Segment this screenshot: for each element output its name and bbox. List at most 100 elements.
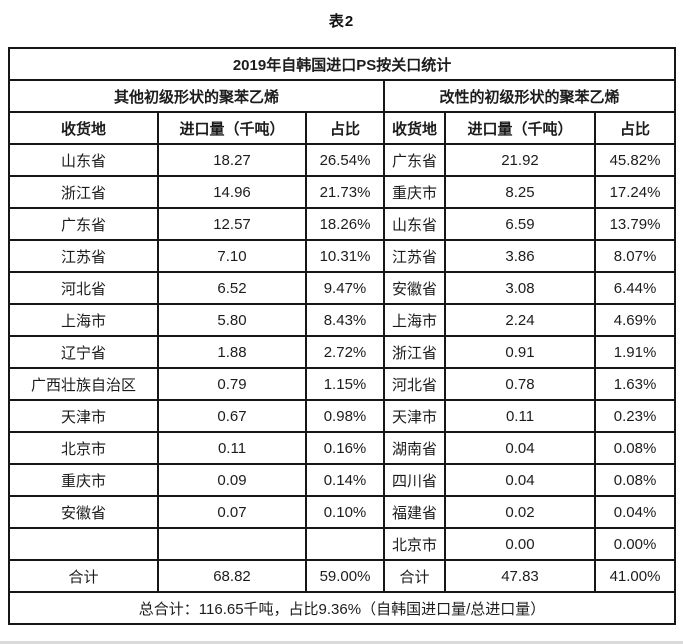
left-share-cell: 18.26% <box>305 207 385 241</box>
right-destination-header: 收货地 <box>383 111 446 145</box>
right-destination-cell: 北京市 <box>383 527 446 561</box>
left-volume-cell: 0.79 <box>157 367 307 401</box>
left-destination-cell <box>8 527 159 561</box>
table-row: 江苏省 7.10 10.31% 江苏省 3.86 8.07% <box>8 239 677 273</box>
left-destination-cell: 浙江省 <box>8 175 159 209</box>
right-destination-cell: 天津市 <box>383 399 446 433</box>
left-volume-cell: 0.07 <box>157 495 307 529</box>
table-row: 广东省 12.57 18.26% 山东省 6.59 13.79% <box>8 207 677 241</box>
right-share-cell: 0.04% <box>593 495 677 529</box>
right-share-cell: 4.69% <box>593 303 677 337</box>
left-volume-cell <box>157 527 307 561</box>
column-header-row: 收货地 进口量（千吨） 占比 收货地 进口量（千吨） 占比 <box>8 111 677 145</box>
left-destination-cell: 广东省 <box>8 207 159 241</box>
right-destination-cell: 上海市 <box>383 303 446 337</box>
table-row: 上海市 5.80 8.43% 上海市 2.24 4.69% <box>8 303 677 337</box>
right-volume-cell: 6.59 <box>444 207 596 241</box>
right-volume-cell: 2.24 <box>444 303 596 337</box>
left-share-cell: 0.16% <box>305 431 385 465</box>
right-share-cell: 0.08% <box>593 431 677 465</box>
group-header-right: 改性的初级形状的聚苯乙烯 <box>382 79 677 113</box>
left-share-cell: 8.43% <box>305 303 385 337</box>
table-row: 天津市 0.67 0.98% 天津市 0.11 0.23% <box>8 399 677 433</box>
left-volume-cell: 0.67 <box>157 399 307 433</box>
right-destination-cell: 河北省 <box>383 367 446 401</box>
left-volume-cell: 12.57 <box>157 207 307 241</box>
right-volume-cell: 0.91 <box>444 335 596 369</box>
grand-total-row: 总合计：116.65千吨，占比9.36%（自韩国进口量/总进口量） <box>7 591 677 625</box>
right-share-cell: 1.63% <box>593 367 677 401</box>
right-share-header: 占比 <box>593 111 677 145</box>
table-row: 山东省 18.27 26.54% 广东省 21.92 45.82% <box>8 143 677 177</box>
bottom-edge-strip <box>0 641 683 644</box>
table-row: 北京市 0.00 0.00% <box>8 527 677 561</box>
left-share-cell: 2.72% <box>305 335 385 369</box>
right-share-cell: 1.91% <box>593 335 677 369</box>
ps-import-stats-table: 2019年自韩国进口PS按关口统计 其他初级形状的聚苯乙烯 改性的初级形状的聚苯… <box>7 47 677 625</box>
right-volume-cell: 0.78 <box>444 367 596 401</box>
left-destination-cell: 天津市 <box>8 399 159 433</box>
left-destination-cell: 重庆市 <box>8 463 159 497</box>
left-destination-cell: 辽宁省 <box>8 335 159 369</box>
right-destination-cell: 合计 <box>383 559 446 593</box>
left-volume-cell: 7.10 <box>157 239 307 273</box>
table-title-row: 2019年自韩国进口PS按关口统计 <box>7 47 677 81</box>
left-share-cell <box>305 527 385 561</box>
right-destination-cell: 四川省 <box>383 463 446 497</box>
right-volume-cell: 0.11 <box>444 399 596 433</box>
left-share-cell: 26.54% <box>305 143 385 177</box>
right-share-cell: 0.08% <box>593 463 677 497</box>
left-destination-header: 收货地 <box>8 111 159 145</box>
left-share-header: 占比 <box>305 111 385 145</box>
left-share-cell: 0.14% <box>305 463 385 497</box>
table-body: 2019年自韩国进口PS按关口统计 其他初级形状的聚苯乙烯 改性的初级形状的聚苯… <box>7 47 677 593</box>
table-row: 浙江省 14.96 21.73% 重庆市 8.25 17.24% <box>8 175 677 209</box>
left-volume-cell: 6.52 <box>157 271 307 305</box>
right-volume-cell: 8.25 <box>444 175 596 209</box>
left-volume-header: 进口量（千吨） <box>157 111 307 145</box>
right-destination-cell: 浙江省 <box>383 335 446 369</box>
right-volume-cell: 47.83 <box>444 559 596 593</box>
left-destination-cell: 江苏省 <box>8 239 159 273</box>
right-destination-cell: 安徽省 <box>383 271 446 305</box>
right-volume-cell: 0.04 <box>444 463 596 497</box>
left-volume-cell: 0.11 <box>157 431 307 465</box>
right-destination-cell: 湖南省 <box>383 431 446 465</box>
right-share-cell: 41.00% <box>593 559 677 593</box>
left-share-cell: 21.73% <box>305 175 385 209</box>
right-share-cell: 17.24% <box>593 175 677 209</box>
grand-total-text: 总合计：116.65千吨，占比9.36%（自韩国进口量/总进口量） <box>7 591 677 625</box>
left-destination-cell: 广西壮族自治区 <box>8 367 159 401</box>
left-share-cell: 0.10% <box>305 495 385 529</box>
right-destination-cell: 江苏省 <box>383 239 446 273</box>
table-caption: 表2 <box>328 13 355 30</box>
left-volume-cell: 68.82 <box>157 559 307 593</box>
left-destination-cell: 合计 <box>8 559 159 593</box>
group-header-row: 其他初级形状的聚苯乙烯 改性的初级形状的聚苯乙烯 <box>8 79 677 113</box>
right-share-cell: 8.07% <box>593 239 677 273</box>
right-destination-cell: 山东省 <box>383 207 446 241</box>
right-volume-cell: 3.08 <box>444 271 596 305</box>
right-volume-cell: 0.00 <box>444 527 596 561</box>
left-destination-cell: 河北省 <box>8 271 159 305</box>
left-share-cell: 1.15% <box>305 367 385 401</box>
left-destination-cell: 安徽省 <box>8 495 159 529</box>
right-share-cell: 0.00% <box>593 527 677 561</box>
right-volume-cell: 0.04 <box>444 431 596 465</box>
left-destination-cell: 上海市 <box>8 303 159 337</box>
left-share-cell: 9.47% <box>305 271 385 305</box>
right-destination-cell: 重庆市 <box>383 175 446 209</box>
table-row: 河北省 6.52 9.47% 安徽省 3.08 6.44% <box>8 271 677 305</box>
right-share-cell: 6.44% <box>593 271 677 305</box>
table-row: 辽宁省 1.88 2.72% 浙江省 0.91 1.91% <box>8 335 677 369</box>
right-volume-cell: 3.86 <box>444 239 596 273</box>
right-share-cell: 45.82% <box>593 143 677 177</box>
right-destination-cell: 福建省 <box>383 495 446 529</box>
right-volume-header: 进口量（千吨） <box>444 111 596 145</box>
right-volume-cell: 21.92 <box>444 143 596 177</box>
left-volume-cell: 14.96 <box>157 175 307 209</box>
right-share-cell: 0.23% <box>593 399 677 433</box>
right-share-cell: 13.79% <box>593 207 677 241</box>
left-share-cell: 59.00% <box>305 559 385 593</box>
table-row: 北京市 0.11 0.16% 湖南省 0.04 0.08% <box>8 431 677 465</box>
